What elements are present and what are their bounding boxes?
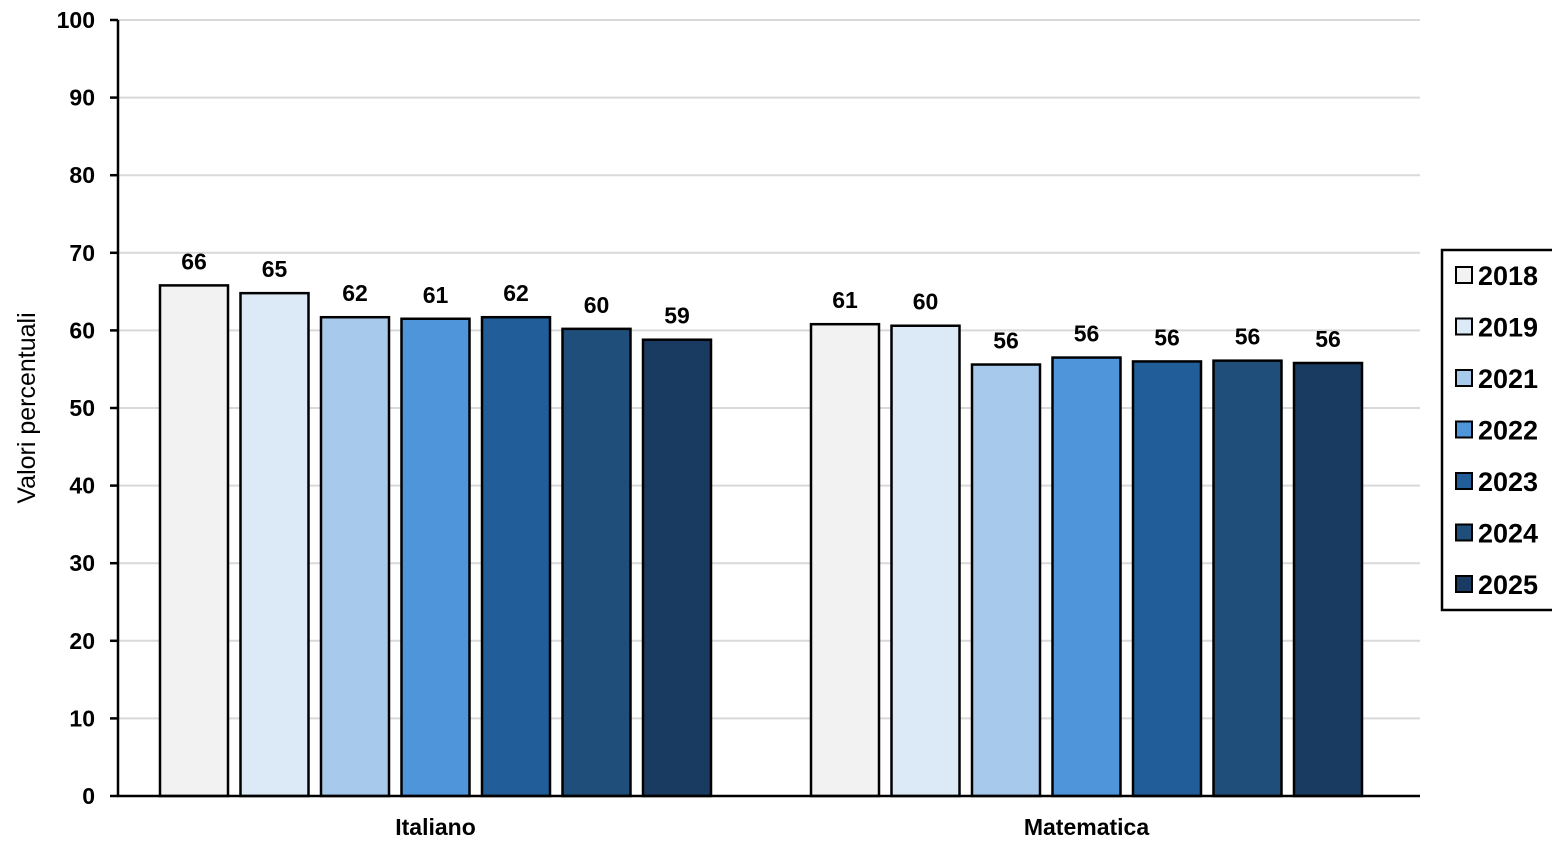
bar-2025-italiano: [641, 338, 713, 798]
data-label: 62: [342, 280, 368, 306]
legend-label: 2018: [1478, 261, 1538, 291]
data-label: 60: [913, 289, 939, 315]
y-axis-label: Valori percentuali: [13, 312, 41, 503]
legend-label: 2025: [1478, 570, 1538, 600]
data-label: 56: [1235, 324, 1261, 350]
data-label: 56: [993, 328, 1019, 354]
data-labels: 66 65 62 61 62 60 59 61 60 56 56 56 56 56: [181, 248, 1341, 353]
legend-swatch-2024: [1455, 523, 1473, 542]
y-tick-label: 10: [69, 705, 95, 731]
data-label: 56: [1154, 324, 1180, 350]
legend-swatch-2018: [1455, 266, 1473, 284]
y-tick-label: 50: [69, 395, 95, 421]
bar-2019-matematica: [890, 324, 961, 798]
data-label: 61: [423, 282, 449, 308]
bar-2022-italiano: [400, 317, 471, 798]
data-label: 60: [584, 292, 610, 318]
legend-swatch-2021: [1455, 369, 1473, 387]
legend: 2018 2019 2021 2022 2023 2024 2025: [1440, 248, 1552, 612]
data-label: 66: [181, 248, 207, 274]
y-axis-ticks: 0 10 20 30 40 50 60 70 80 90 100: [57, 7, 95, 809]
legend-label: 2021: [1478, 364, 1538, 394]
legend-label: 2023: [1478, 467, 1538, 497]
legend-label: 2024: [1478, 519, 1538, 549]
y-tick-label: 100: [57, 7, 95, 33]
legend-swatch-2023: [1455, 472, 1473, 490]
bar-2021-italiano: [319, 315, 391, 798]
bar-2024-matematica: [1212, 359, 1283, 798]
axes: [110, 18, 1420, 798]
x-category-label: Matematica: [1024, 814, 1149, 840]
y-tick-label: 80: [69, 162, 95, 188]
data-label: 62: [503, 280, 529, 306]
y-tick-label: 60: [69, 317, 95, 343]
y-tick-label: 90: [69, 85, 95, 111]
bar-2018-italiano: [158, 284, 230, 798]
bars: [158, 284, 1364, 798]
legend-swatch-2019: [1455, 317, 1473, 336]
y-tick-label: 70: [69, 240, 95, 266]
bar-2023-italiano: [480, 315, 552, 798]
bar-2019-italiano: [239, 291, 310, 798]
data-label: 56: [1315, 326, 1341, 352]
bar-2024-italiano: [561, 327, 632, 798]
legend-swatch-2022: [1455, 420, 1473, 439]
data-label: 65: [262, 256, 288, 282]
x-category-label: Italiano: [395, 814, 476, 840]
y-tick-label: 0: [82, 783, 95, 809]
y-tick-label: 40: [69, 473, 95, 499]
y-tick-label: 20: [69, 628, 95, 654]
legend-label: 2019: [1478, 313, 1538, 343]
legend-label: 2022: [1478, 416, 1538, 446]
y-tick-label: 30: [69, 550, 95, 576]
x-axis-categories: Italiano Matematica: [395, 814, 1149, 840]
legend-swatch-2025: [1455, 575, 1473, 593]
bar-2025-matematica: [1292, 361, 1364, 798]
data-label: 59: [664, 303, 690, 329]
bar-2021-matematica: [970, 363, 1042, 798]
bar-2018-matematica: [809, 322, 881, 798]
data-label: 61: [832, 287, 858, 313]
bar-2022-matematica: [1051, 356, 1122, 798]
bar-2023-matematica: [1131, 360, 1203, 798]
data-label: 56: [1074, 321, 1100, 347]
